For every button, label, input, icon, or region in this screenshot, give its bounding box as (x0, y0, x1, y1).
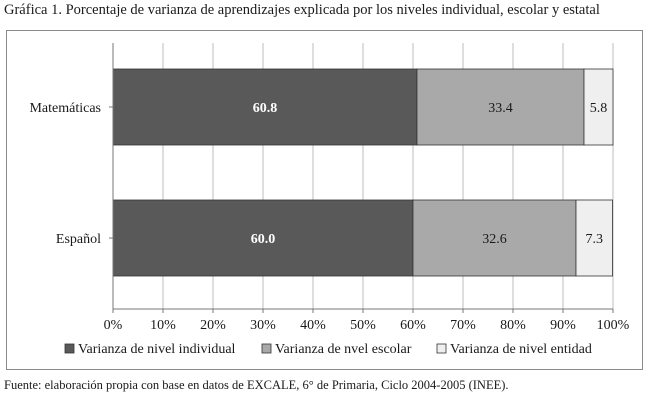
bar-segment (583, 68, 614, 146)
x-tick-label: 60% (400, 318, 426, 333)
legend-swatch (64, 343, 75, 354)
x-tick-label: 0% (104, 318, 123, 333)
data-label: 5.8 (590, 101, 608, 116)
legend-label: Varianza de nivel entidad (450, 342, 592, 357)
category-label: Matemáticas (29, 101, 101, 116)
x-tick-label: 90% (550, 318, 576, 333)
bar-segment (112, 68, 418, 146)
x-tick-label: 40% (300, 318, 326, 333)
stacked-bar-chart: 60.8 33.4 5.8 60.0 32.6 7.3 0% 10% 20% 30% 40% 50%… (29, 43, 630, 357)
x-tick-label: 30% (250, 318, 276, 333)
x-tick-label: 20% (200, 318, 226, 333)
data-label: 33.4 (488, 101, 513, 116)
data-label: 60.8 (253, 101, 278, 116)
category-label: Español (56, 232, 101, 247)
x-tick-label: 10% (150, 318, 176, 333)
data-label: 7.3 (586, 232, 604, 247)
x-tick-label: 100% (597, 318, 630, 333)
bar-segment (575, 199, 613, 277)
bar-segment (412, 199, 577, 277)
legend-label: Varianza de nvel escolar (275, 342, 412, 357)
x-tick-label: 50% (350, 318, 376, 333)
bars: 60.8 33.4 5.8 60.0 32.6 7.3 (112, 68, 614, 277)
data-label: 32.6 (482, 232, 507, 247)
x-tick-label: 80% (500, 318, 526, 333)
legend: Varianza de nivel individual Varianza de … (64, 342, 592, 357)
legend-swatch (436, 343, 447, 354)
axes: 0% 10% 20% 30% 40% 50% 60% 70% 80% 90% 100% Matemát… (29, 43, 630, 333)
bar-segment (112, 199, 414, 277)
data-label: 60.0 (251, 232, 276, 247)
source-note: Fuente: elaboración propia con base en d… (4, 378, 509, 392)
legend-swatch (261, 343, 272, 354)
x-tick-label: 70% (450, 318, 476, 333)
chart-title: Gráfica 1. Porcentaje de varianza de apr… (4, 2, 600, 18)
legend-label: Varianza de nivel individual (78, 342, 236, 357)
bar-segment (416, 68, 585, 146)
chart-frame: 60.8 33.4 5.8 60.0 32.6 7.3 0% 10% 20% 30% 40% 50%… (6, 30, 643, 370)
